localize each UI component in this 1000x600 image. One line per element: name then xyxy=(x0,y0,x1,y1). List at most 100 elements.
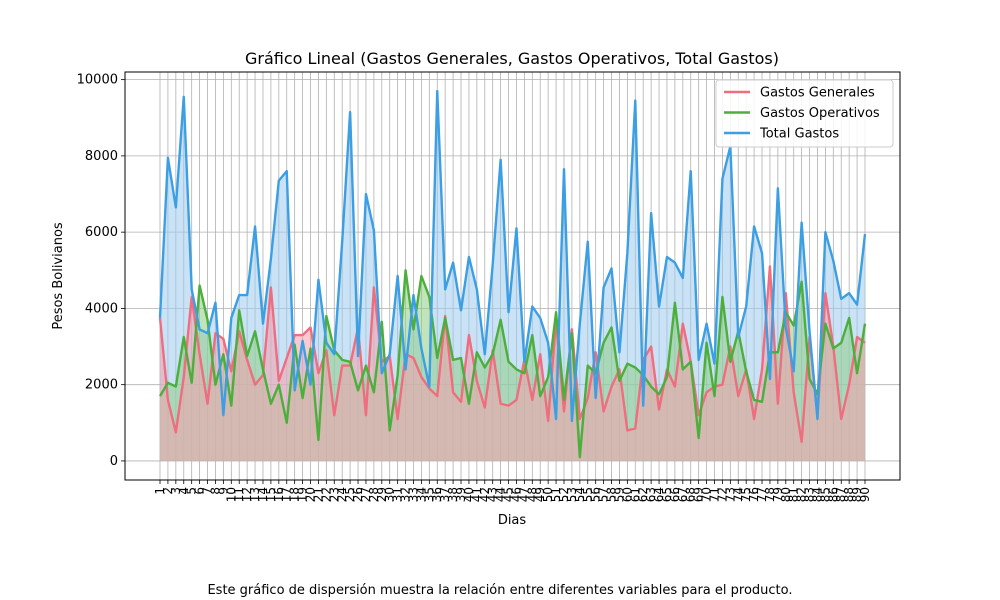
x-tick-label: 23 xyxy=(327,487,341,502)
x-tick-label: 38 xyxy=(446,487,460,502)
x-tick-label: 35 xyxy=(422,487,436,502)
x-tick-label: 75 xyxy=(739,487,753,502)
x-tick-label: 9 xyxy=(216,487,230,495)
x-tick-label: 5 xyxy=(185,487,199,495)
x-tick-label: 47 xyxy=(517,487,531,502)
x-tick-label: 64 xyxy=(652,487,666,502)
y-tick-label: 10000 xyxy=(77,73,118,88)
x-tick-label: 52 xyxy=(557,487,571,502)
x-tick-label: 70 xyxy=(700,487,714,502)
legend-box xyxy=(715,79,894,148)
x-tick-label: 66 xyxy=(668,487,682,502)
x-tick-label: 44 xyxy=(494,487,508,502)
x-tick-label: 17 xyxy=(280,487,294,502)
x-tick-label: 78 xyxy=(763,487,777,502)
x-tick-label: 89 xyxy=(850,487,864,502)
x-tick-label: 11 xyxy=(232,487,246,502)
x-tick-label: 80 xyxy=(779,487,793,502)
x-tick-label: 13 xyxy=(248,487,262,502)
axis-layer: 1234567891011121314151617181920212223242… xyxy=(77,73,872,503)
legend: Gastos Generales Gastos Operativos Total G… xyxy=(715,79,894,148)
x-tick-label: 77 xyxy=(755,487,769,502)
x-tick-label: 26 xyxy=(351,487,365,502)
x-tick-label: 57 xyxy=(597,487,611,502)
x-tick-label: 14 xyxy=(256,487,270,502)
line-layer xyxy=(158,89,867,459)
x-tick-label: 88 xyxy=(842,487,856,502)
x-tick-label: 51 xyxy=(549,487,563,502)
x-tick-label: 86 xyxy=(826,487,840,502)
x-tick-label: 22 xyxy=(319,487,333,502)
x-tick-label: 25 xyxy=(343,487,357,502)
x-tick-label: 84 xyxy=(810,487,824,502)
x-tick-label: 74 xyxy=(731,487,745,502)
x-tick-label: 87 xyxy=(834,487,848,502)
x-tick-label: 18 xyxy=(288,487,302,502)
chart-title: Gráfico Lineal (Gastos Generales, Gastos… xyxy=(245,49,779,68)
x-tick-label: 39 xyxy=(454,487,468,502)
plot-frame xyxy=(124,71,901,481)
line-total-gastos xyxy=(158,89,867,423)
legend-label: Total Gastos xyxy=(759,127,839,142)
y-tick-label: 0 xyxy=(110,454,118,469)
x-tick-label: 21 xyxy=(311,487,325,502)
x-tick-label: 48 xyxy=(525,487,539,502)
x-tick-label: 20 xyxy=(304,487,318,502)
x-tick-label: 82 xyxy=(795,487,809,502)
x-tick-label: 71 xyxy=(707,487,721,502)
x-tick-label: 42 xyxy=(478,487,492,502)
x-tick-label: 83 xyxy=(803,487,817,502)
x-tick-label: 67 xyxy=(676,487,690,502)
x-tick-label: 81 xyxy=(787,487,801,502)
y-tick-label: 2000 xyxy=(85,378,118,393)
y-tick-label: 8000 xyxy=(85,149,118,164)
x-tick-label: 76 xyxy=(747,487,761,502)
x-tick-label: 1 xyxy=(153,487,167,495)
x-tick-label: 7 xyxy=(201,487,215,495)
legend-label: Gastos Operativos xyxy=(760,106,880,121)
x-tick-label: 41 xyxy=(470,487,484,502)
x-tick-label: 36 xyxy=(430,487,444,502)
x-tick-label: 33 xyxy=(406,487,420,502)
x-tick-label: 63 xyxy=(644,487,658,502)
x-tick-label: 85 xyxy=(818,487,832,502)
x-tick-label: 79 xyxy=(771,487,785,502)
x-tick-label: 43 xyxy=(486,487,500,502)
x-tick-label: 62 xyxy=(636,487,650,502)
x-tick-label: 2 xyxy=(161,487,175,495)
x-tick-label: 29 xyxy=(375,487,389,502)
x-tick-label: 24 xyxy=(335,487,349,502)
x-tick-label: 12 xyxy=(240,487,254,502)
x-tick-label: 72 xyxy=(715,487,729,502)
x-tick-label: 50 xyxy=(541,487,555,502)
line-gastos-operativos xyxy=(158,269,867,459)
x-tick-label: 15 xyxy=(264,487,278,502)
x-tick-label: 30 xyxy=(383,487,397,502)
x-tick-label: 31 xyxy=(391,487,405,502)
x-tick-label: 46 xyxy=(509,487,523,502)
area-gastos-generales xyxy=(160,266,865,461)
x-tick-label: 34 xyxy=(414,487,428,502)
x-tick-label: 60 xyxy=(620,487,634,502)
y-tick-label: 6000 xyxy=(85,225,118,240)
x-tick-label: 4 xyxy=(177,487,191,495)
x-tick-label: 19 xyxy=(296,487,310,502)
x-tick-label: 10 xyxy=(224,487,238,502)
x-tick-label: 90 xyxy=(858,487,872,502)
legend-label: Gastos Generales xyxy=(760,86,875,101)
x-tick-label: 58 xyxy=(605,487,619,502)
x-tick-label: 55 xyxy=(581,487,595,502)
x-tick-label: 32 xyxy=(399,487,413,502)
chart-caption: Este gráfico de dispersión muestra la re… xyxy=(207,583,793,598)
x-tick-label: 16 xyxy=(272,487,286,502)
y-axis-label: Pesos Bolivianos xyxy=(51,222,66,330)
x-tick-label: 69 xyxy=(692,487,706,502)
x-tick-label: 49 xyxy=(533,487,547,502)
y-tick-label: 4000 xyxy=(85,301,118,316)
x-tick-label: 8 xyxy=(208,487,222,495)
x-tick-label: 59 xyxy=(612,487,626,502)
x-tick-label: 28 xyxy=(367,487,381,502)
x-tick-label: 3 xyxy=(169,487,183,495)
x-tick-label: 73 xyxy=(723,487,737,502)
